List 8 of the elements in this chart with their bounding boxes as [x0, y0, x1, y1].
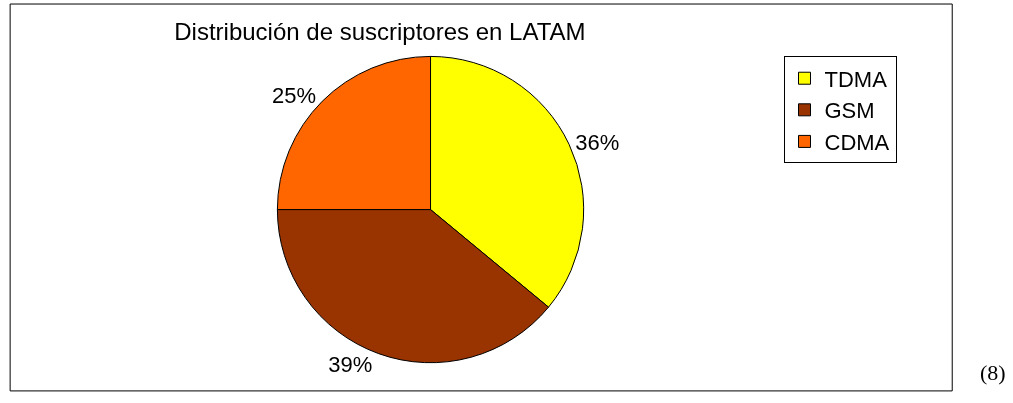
data-label: 25% — [271, 82, 316, 108]
data-label: 36% — [575, 129, 620, 155]
legend-label: TDMA — [824, 66, 888, 92]
chart-title: Distribución de suscriptores en LATAM — [174, 18, 586, 46]
legend-label: CDMA — [824, 130, 890, 155]
text: (8) — [980, 360, 1006, 385]
data-label: 39% — [328, 352, 373, 378]
legend-label: GSM — [824, 98, 875, 124]
